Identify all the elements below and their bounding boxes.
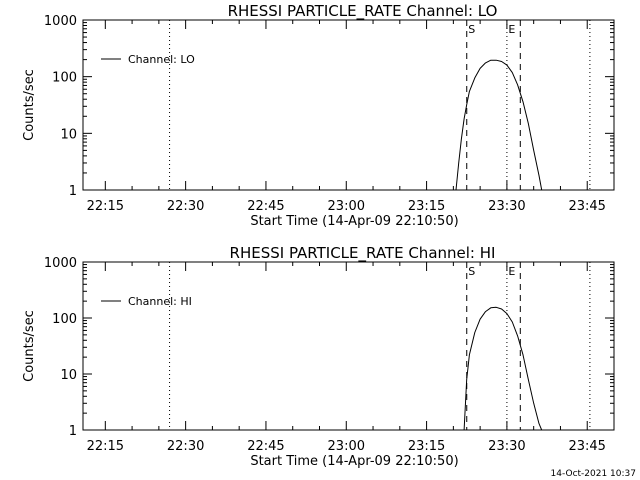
x-tick-label: 22:45: [247, 199, 284, 214]
chart-title: RHESSI PARTICLE_RATE Channel: HI: [230, 244, 496, 263]
x-tick-label: 23:45: [568, 439, 605, 454]
y-axis-label: Counts/sec: [22, 69, 37, 141]
timestamp-label: 14-Oct-2021 10:37: [550, 469, 636, 479]
legend-label: Channel: LO: [128, 53, 195, 66]
x-tick-label: 22:15: [87, 439, 124, 454]
x-tick-label: 23:30: [488, 199, 525, 214]
x-tick-label: 22:15: [87, 199, 124, 214]
x-tick-label: 22:30: [167, 199, 204, 214]
y-tick-label: 1: [69, 424, 77, 439]
x-tick-label: 22:30: [167, 439, 204, 454]
marker-label: E: [508, 23, 515, 36]
y-axis-label: Counts/sec: [22, 310, 37, 382]
x-tick-label: 23:15: [408, 439, 445, 454]
marker-label: S: [468, 23, 475, 36]
x-axis-label: Start Time (14-Apr-09 22:10:50): [250, 454, 458, 469]
marker-label: E: [508, 265, 515, 278]
y-tick-label: 1000: [44, 14, 77, 29]
x-tick-label: 23:15: [408, 199, 445, 214]
y-tick-label: 100: [52, 312, 77, 327]
x-axis-label: Start Time (14-Apr-09 22:10:50): [250, 214, 458, 229]
marker-label: S: [468, 265, 475, 278]
y-tick-label: 10: [60, 368, 77, 383]
y-tick-label: 1000: [44, 256, 77, 271]
y-tick-label: 100: [52, 71, 77, 86]
legend-label: Channel: HI: [128, 295, 192, 308]
x-tick-label: 22:45: [247, 439, 284, 454]
chart-title: RHESSI PARTICLE_RATE Channel: LO: [228, 2, 498, 21]
series-line: [455, 59, 543, 191]
series-line: [463, 306, 543, 431]
y-tick-label: 10: [60, 127, 77, 142]
plot-frame: [82, 261, 615, 431]
x-tick-label: 23:45: [568, 199, 605, 214]
x-tick-label: 23:00: [328, 199, 365, 214]
x-tick-label: 23:30: [488, 439, 525, 454]
x-tick-label: 23:00: [328, 439, 365, 454]
plot-frame: [82, 19, 615, 191]
y-tick-label: 1: [69, 184, 77, 199]
